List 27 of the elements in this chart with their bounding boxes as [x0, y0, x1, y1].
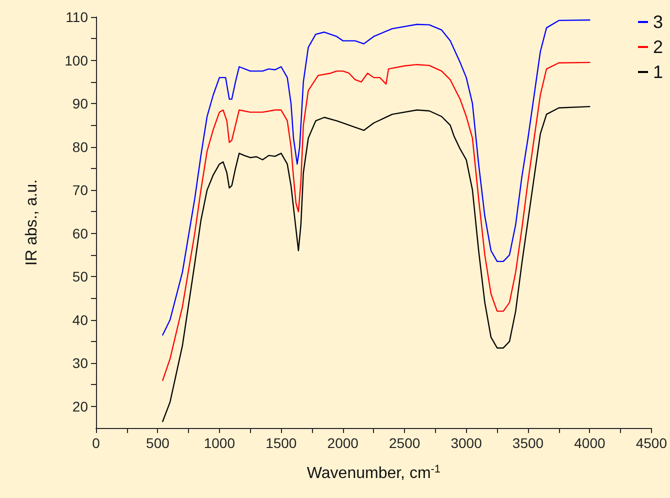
y-tick-label: 30	[72, 355, 88, 372]
y-tick-label: 40	[72, 312, 88, 328]
y-tick-label: 90	[72, 96, 88, 112]
y-tick-label: 70	[72, 182, 88, 198]
x-tick-label: 500	[146, 435, 170, 451]
y-tick-label: 100	[64, 52, 88, 68]
legend-label: 3	[652, 12, 664, 32]
line-series	[162, 62, 590, 382]
x-tick-label: 3500	[512, 435, 544, 451]
y-tick-label: 60	[72, 225, 88, 242]
x-tick-label: 4000	[574, 435, 606, 451]
legend-label: 1	[652, 62, 664, 82]
x-tick-label: 2500	[388, 435, 420, 451]
y-tick-label: 50	[72, 268, 88, 285]
x-tick-label: 0	[92, 435, 100, 451]
x-tick-label: 3000	[450, 435, 482, 451]
y-axis-title: IR abs., a.u.	[24, 179, 40, 266]
x-tick-label: 1000	[204, 435, 236, 451]
y-tick-label: 110	[66, 9, 88, 25]
y-tick-label: 20	[72, 398, 88, 414]
line-series	[162, 19, 590, 336]
x-tick-label: 2000	[327, 435, 359, 451]
y-tick-label: 80	[72, 138, 88, 155]
line-series	[162, 106, 590, 422]
x-tick-label: 4500	[636, 435, 668, 451]
x-tick-label: 1500	[266, 435, 297, 451]
legend-label: 2	[652, 37, 664, 57]
